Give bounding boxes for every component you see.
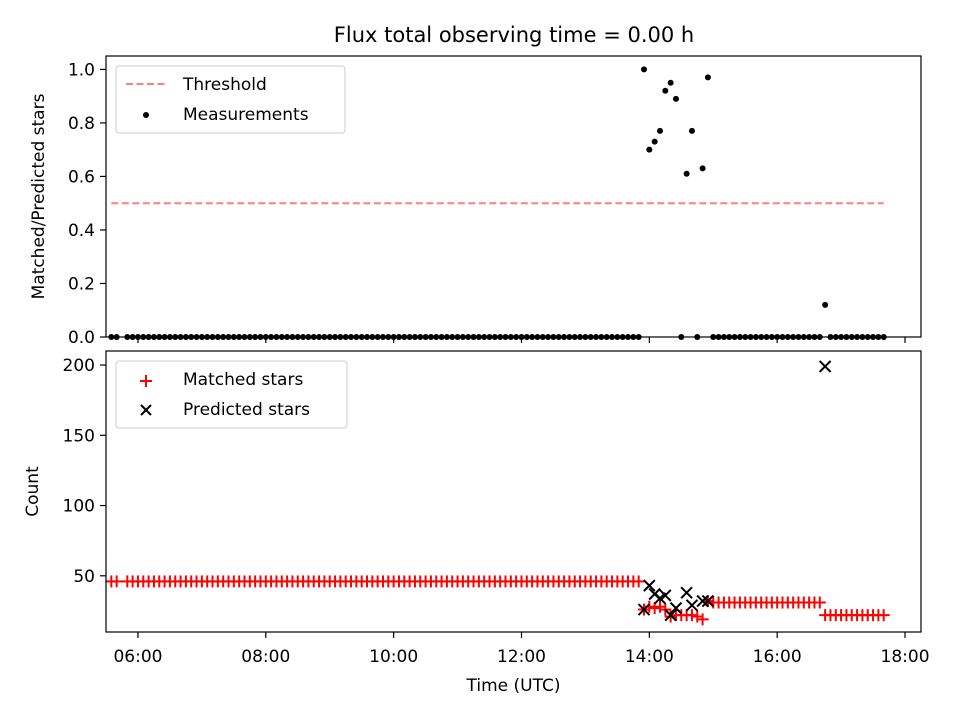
- top-legend: Threshold Measurements: [115, 65, 346, 134]
- measurement-point: [651, 138, 658, 145]
- top-y-ticks: 0.0 0.2 0.4 0.6 0.8 1.0: [68, 60, 106, 348]
- predicted-star-point: [659, 589, 672, 602]
- matched-star-point: [813, 596, 826, 609]
- chart-title: Flux total observing time = 0.00 h: [334, 23, 694, 47]
- matched-star-point: [110, 575, 123, 588]
- predicted-star-point: [696, 594, 709, 608]
- predicted-star-point: [818, 360, 832, 373]
- top-x-ticks: [137, 337, 906, 343]
- predicted-star-point: [669, 601, 683, 615]
- top-y-tick-label: 0.8: [68, 114, 95, 134]
- legend-matched-marker: [140, 375, 152, 387]
- measurement-point: [672, 95, 679, 102]
- x-tick-label: 06:00: [113, 647, 162, 667]
- top-y-tick-label: 0.2: [68, 274, 95, 294]
- matched-star-point: [696, 613, 709, 626]
- top-axes-frame: [105, 55, 922, 338]
- measurement-point: [667, 79, 674, 86]
- top-panel: 0.0 0.2 0.4 0.6 0.8 1.0 Matched/Predicted sta…: [29, 55, 922, 348]
- x-tick-label: 16:00: [753, 647, 802, 667]
- matched-star-point: [648, 602, 661, 615]
- predicted-star-point: [664, 608, 677, 622]
- matched-star-point: [691, 610, 704, 623]
- matched-star-point: [632, 575, 645, 588]
- bottom-panel: 50 100 150 200 06:00 08:00 10:00 12:00 14:00 16:…: [23, 350, 930, 696]
- legend-matched-label: Matched stars: [183, 370, 303, 390]
- predicted-star-point: [701, 594, 715, 608]
- x-tick-label: 08:00: [241, 647, 290, 667]
- measurement-point: [641, 66, 648, 73]
- bottom-y-tick-label: 200: [63, 356, 95, 376]
- legend-predicted-marker: [140, 404, 152, 416]
- matched-star-point: [643, 600, 656, 613]
- predicted-star-point: [680, 586, 693, 599]
- predicted-star-point: [685, 599, 699, 612]
- legend-threshold-label: Threshold: [182, 75, 267, 95]
- legend-measurements-label: Measurements: [183, 105, 309, 125]
- measurement-point: [704, 74, 711, 81]
- measurement-point: [822, 301, 829, 308]
- legend-measurements-marker: [143, 112, 149, 118]
- measurement-point: [656, 127, 663, 134]
- matched-star-point: [653, 600, 666, 613]
- measurement-point: [683, 170, 690, 177]
- measurement-point: [699, 165, 706, 172]
- bottom-x-ticks: 06:00 08:00 10:00 12:00 14:00 16:00 18:00: [113, 632, 930, 667]
- measurement-point: [662, 87, 669, 94]
- bottom-marks: [105, 360, 890, 626]
- x-axis-label: Time (UTC): [466, 676, 561, 696]
- matched-star-point: [877, 609, 890, 622]
- x-tick-label: 10:00: [369, 647, 418, 667]
- measurement-point: [688, 127, 695, 134]
- top-y-tick-label: 0.6: [68, 167, 95, 187]
- bottom-y-axis-label: Count: [23, 466, 43, 517]
- bottom-y-tick-label: 50: [73, 567, 95, 587]
- x-tick-label: 14:00: [625, 647, 674, 667]
- top-legend-box: [115, 65, 346, 134]
- legend-predicted-label: Predicted stars: [183, 400, 310, 420]
- predicted-star-point: [637, 603, 651, 616]
- bottom-y-tick-label: 150: [63, 426, 95, 446]
- matched-star-point: [685, 609, 698, 622]
- top-y-axis-label: Matched/Predicted stars: [29, 93, 49, 299]
- bottom-legend: Matched stars Predicted stars: [115, 360, 348, 429]
- x-tick-label: 12:00: [497, 647, 546, 667]
- bottom-legend-box: [115, 360, 348, 429]
- top-y-tick-label: 0.4: [68, 221, 95, 241]
- bottom-axes-frame: [105, 350, 922, 633]
- top-y-tick-label: 0.0: [68, 328, 95, 348]
- predicted-star-point: [643, 579, 656, 592]
- top-y-tick-label: 1.0: [68, 60, 95, 80]
- bottom-y-tick-label: 100: [63, 497, 95, 517]
- x-tick-label: 18:00: [881, 647, 930, 667]
- measurement-point: [646, 146, 653, 153]
- bottom-y-ticks: 50 100 150 200: [63, 356, 106, 587]
